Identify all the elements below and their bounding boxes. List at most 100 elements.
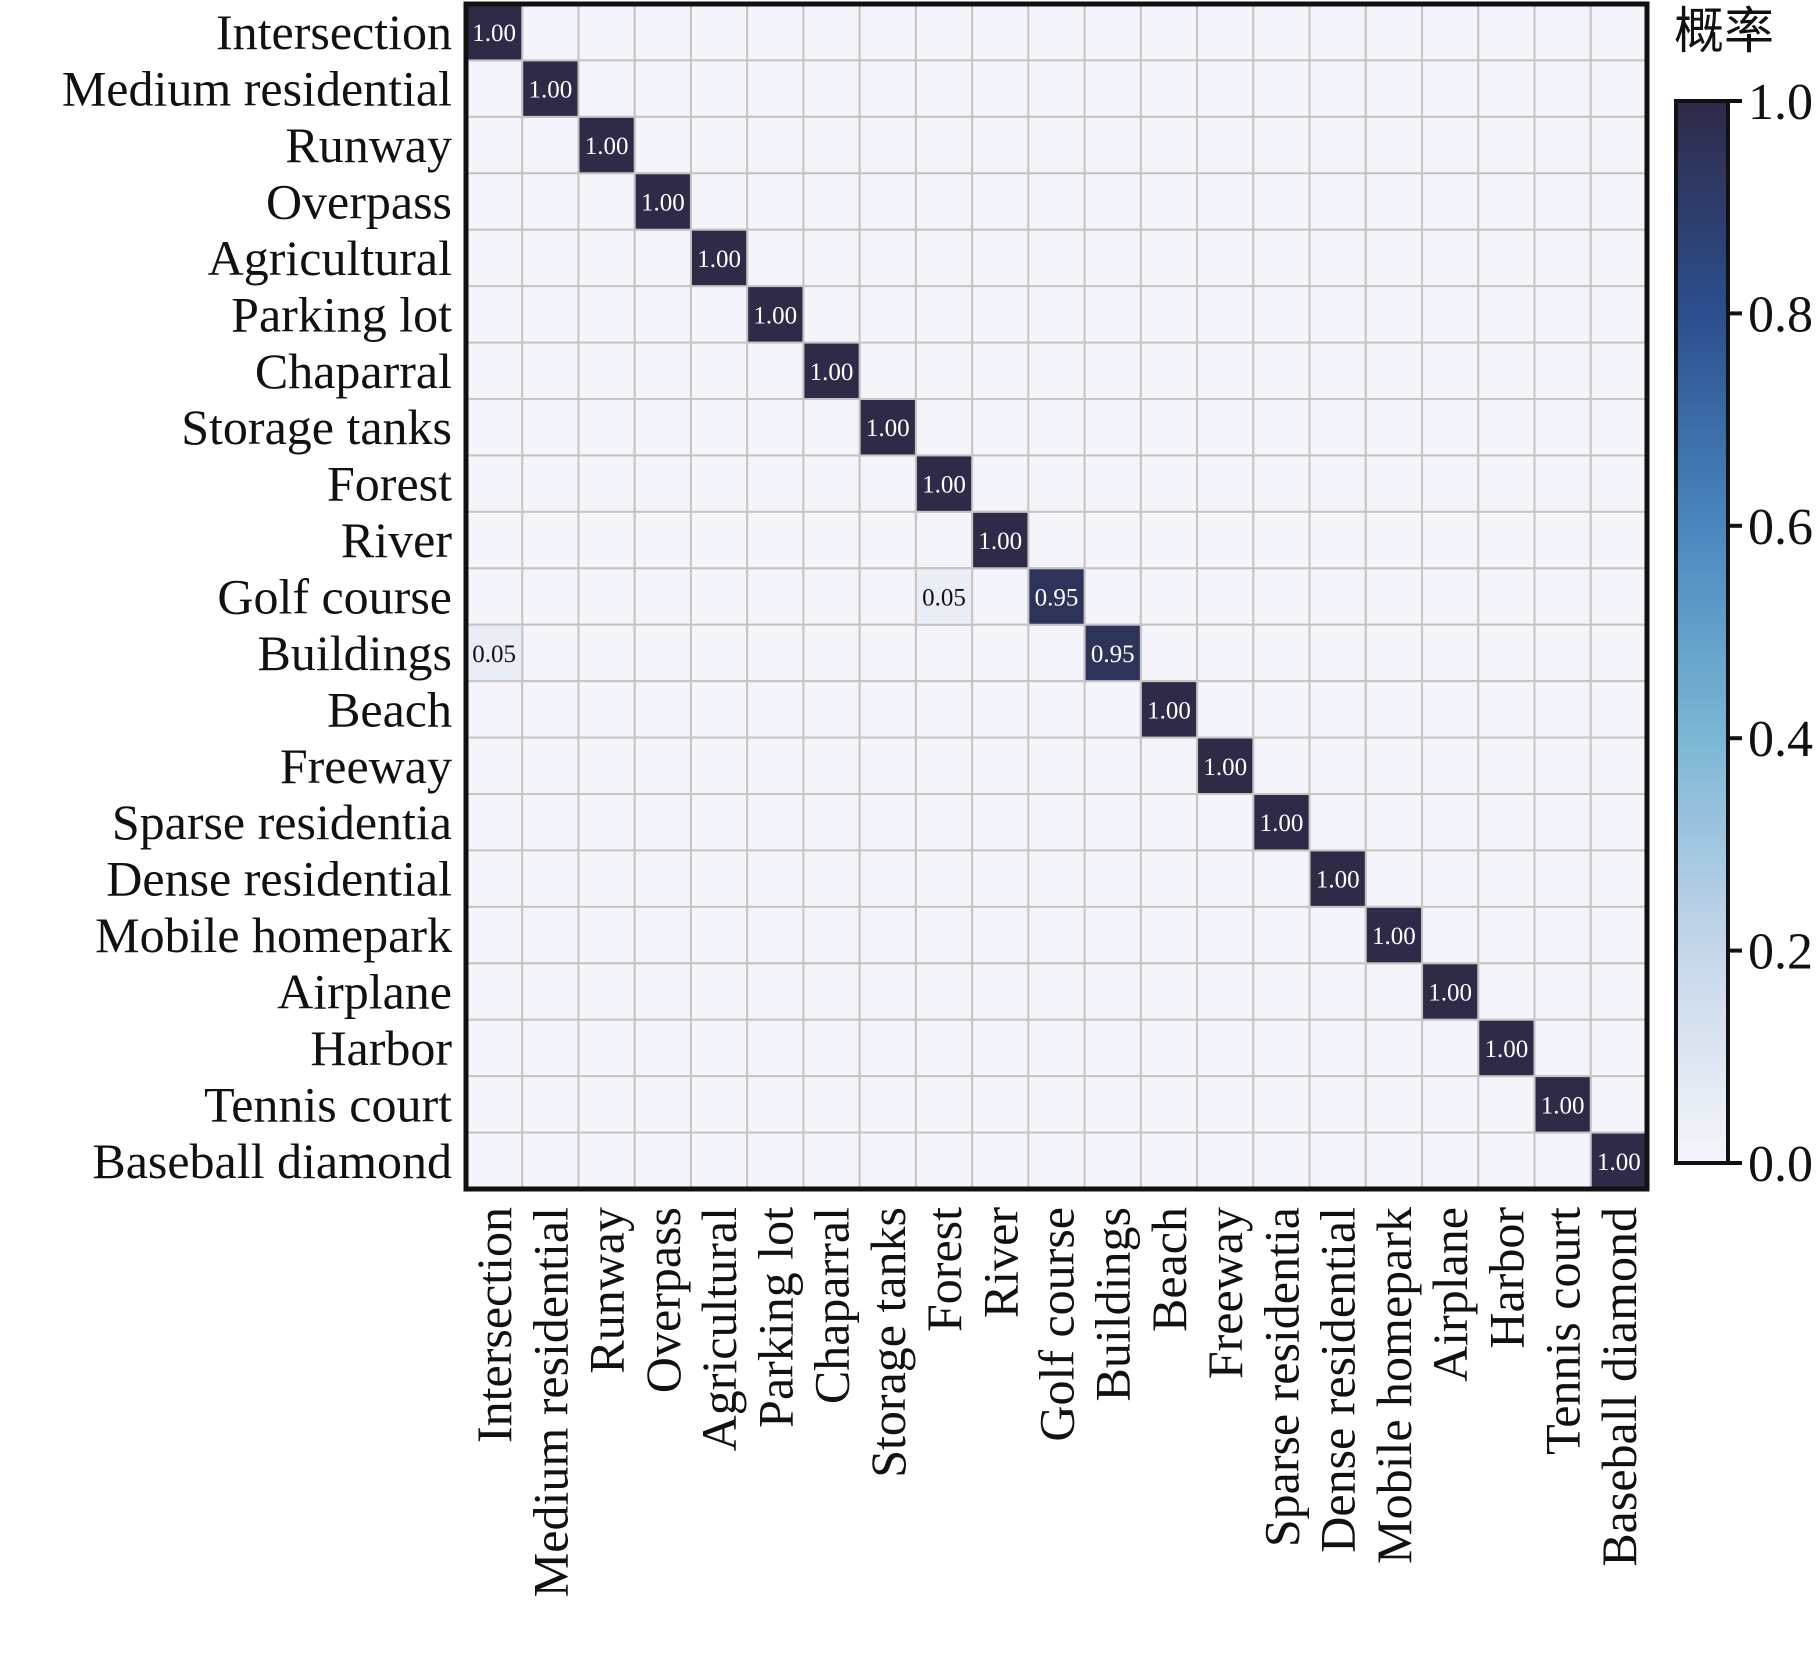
grid-cell: [1308, 3, 1367, 62]
grid-cell: [1196, 849, 1255, 908]
grid-cell: [1139, 905, 1199, 965]
grid-cell: [1027, 849, 1086, 908]
grid-cell: [802, 454, 861, 513]
grid-cell: [1477, 398, 1536, 457]
grid-cell: [689, 962, 749, 1021]
cell-value-label: 1.00: [472, 20, 516, 47]
cell-value-label: 0.05: [922, 585, 966, 612]
grid-cell: [1533, 736, 1592, 795]
row-label: Chaparral: [255, 343, 452, 399]
grid-cell: [633, 1075, 692, 1134]
grid-cell: [914, 736, 974, 795]
grid-cell: [465, 1018, 524, 1078]
grid-cell: [1364, 454, 1424, 513]
column-labels: Intersection Medium residential Runway Over…: [466, 1207, 1647, 1598]
grid-cell: [633, 341, 692, 401]
grid-cell: [1533, 454, 1592, 513]
grid-cell: [1589, 59, 1649, 118]
grid-cell: [577, 1018, 636, 1078]
grid-cell: [1027, 623, 1086, 683]
grid-cell: [1027, 736, 1086, 795]
grid-cell: [1477, 341, 1536, 401]
heatmap-cell: [1139, 680, 1199, 739]
grid-cell: [1252, 680, 1311, 739]
grid-cell: [1196, 228, 1255, 288]
grid-cell: [1533, 3, 1592, 62]
heatmap-cell: [1308, 849, 1367, 908]
grid-cell: [746, 680, 805, 739]
grid-cell: [1139, 623, 1199, 683]
grid-cell: [577, 1131, 636, 1190]
grid-cell: [577, 454, 636, 513]
grid-cell: [1364, 398, 1424, 457]
grid-cell: [465, 454, 524, 513]
column-label: Mobile homepark: [1366, 1207, 1422, 1564]
grid-cell: [1533, 285, 1592, 344]
grid-cell: [689, 172, 749, 231]
grid-cell: [802, 905, 861, 965]
grid-cell: [1252, 285, 1311, 344]
grid-cell: [1421, 510, 1480, 570]
row-label: Tennis court: [204, 1076, 452, 1132]
grid-cell: [1083, 59, 1142, 118]
grid-cell: [1308, 115, 1367, 175]
column-label: Freeway: [1197, 1207, 1253, 1379]
grid-cell: [1196, 905, 1255, 965]
grid-cell: [521, 680, 580, 739]
grid-cell: [1533, 1131, 1592, 1190]
grid-cell: [577, 1075, 636, 1134]
grid-cell: [1196, 115, 1255, 175]
grid-cell: [1308, 510, 1367, 570]
column-label: Tennis court: [1535, 1207, 1591, 1455]
grid-cell: [1533, 793, 1592, 852]
grid-cell: [1421, 59, 1480, 118]
grid-cell: [858, 905, 917, 965]
grid-cell: [1477, 793, 1536, 852]
grid-cell: [746, 905, 805, 965]
grid-cell: [858, 680, 917, 739]
grid-cell: [1308, 962, 1367, 1021]
grid-cell: [971, 680, 1030, 739]
grid-cell: [465, 680, 524, 739]
heatmap-cell: [1421, 962, 1480, 1021]
grid-cell: [971, 1018, 1030, 1078]
grid-cell: [521, 3, 580, 62]
grid-cell: [1083, 454, 1142, 513]
grid-cell: [1477, 962, 1536, 1021]
grid-cell: [914, 510, 974, 570]
grid-cell: [1477, 285, 1536, 344]
column-label: Medium residential: [522, 1207, 578, 1597]
grid-cell: [858, 59, 917, 118]
grid-cell: [577, 680, 636, 739]
cell-value-label: 0.05: [472, 641, 516, 668]
grid-cell: [802, 3, 861, 62]
grid-cell: [1252, 1131, 1311, 1190]
heatmap-cell: [858, 398, 917, 457]
grid-cell: [1027, 398, 1086, 457]
grid-cell: [1252, 454, 1311, 513]
grid-cell: [971, 736, 1030, 795]
grid-cell: [1589, 454, 1649, 513]
grid-cell: [633, 905, 692, 965]
colorbar-tick-label: 0.4: [1748, 711, 1813, 768]
grid-cell: [858, 793, 917, 852]
heatmap-cell: [689, 228, 749, 288]
column-label: Buildings: [1085, 1207, 1141, 1401]
cell-value-label: 1.00: [1597, 1149, 1641, 1176]
grid-cell: [1083, 567, 1142, 626]
grid-cell: [1252, 510, 1311, 570]
row-label: Overpass: [266, 174, 452, 230]
grid-cell: [914, 1075, 974, 1134]
grid-cell: [914, 623, 974, 683]
grid-cell: [577, 736, 636, 795]
grid-cell: [1589, 115, 1649, 175]
grid-cell: [971, 285, 1030, 344]
grid-cell: [1252, 962, 1311, 1021]
column-label: Parking lot: [747, 1207, 803, 1428]
column-label: Dense residential: [1310, 1207, 1366, 1553]
grid-cell: [521, 567, 580, 626]
colorbar-gradient: [1674, 99, 1730, 1165]
grid-cell: [914, 115, 974, 175]
grid-cell: [1533, 115, 1592, 175]
